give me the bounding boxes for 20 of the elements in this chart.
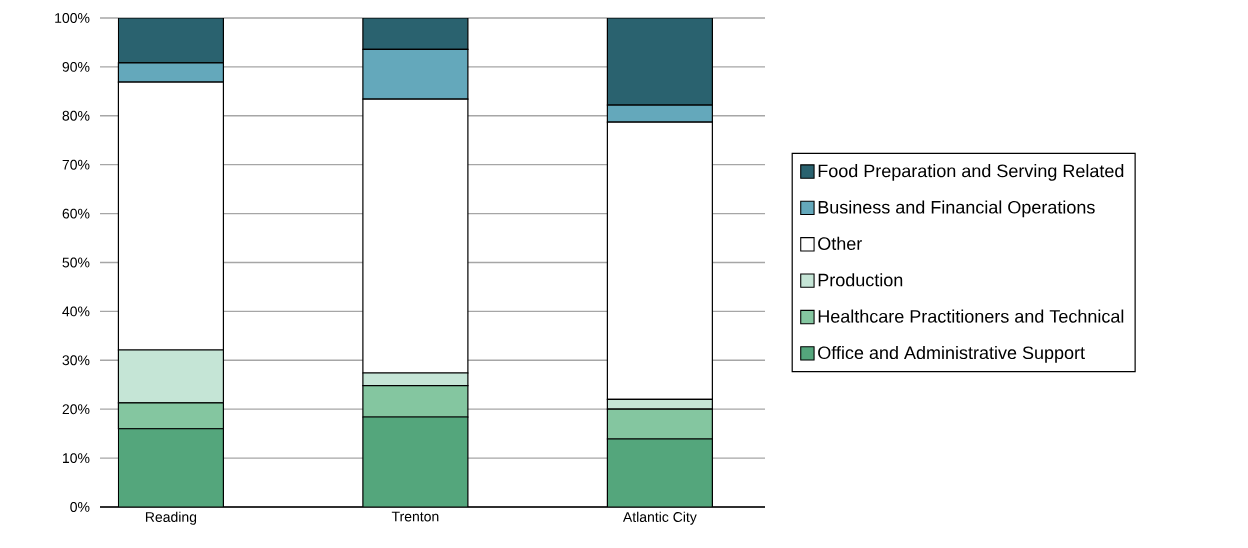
y-tick-label: 100% bbox=[55, 13, 90, 23]
legend-label: Office and Administrative Support bbox=[818, 345, 1085, 363]
y-tick-label: 50% bbox=[62, 257, 90, 268]
y-tick-label: 20% bbox=[62, 404, 90, 415]
legend-label: Production bbox=[818, 273, 903, 287]
y-tick-label: 40% bbox=[62, 306, 90, 317]
legend-label: Healthcare Practitioners and Technical bbox=[818, 309, 1124, 323]
legend-label: Other bbox=[818, 236, 862, 250]
y-tick-label: 60% bbox=[62, 208, 90, 219]
x-tick-label: Trenton bbox=[391, 511, 439, 522]
y-tick-label: 10% bbox=[63, 453, 90, 464]
y-tick-label: 90% bbox=[62, 61, 90, 72]
legend-label: Food Preparation and Serving Related bbox=[818, 164, 1124, 181]
y-tick-label: 0% bbox=[70, 502, 90, 512]
y-tick-label: 80% bbox=[62, 110, 90, 121]
y-tick-label: 30% bbox=[62, 355, 90, 366]
legend-label: Business and Financial Operations bbox=[818, 200, 1095, 218]
y-tick-label: 70% bbox=[62, 159, 90, 170]
x-tick-label: Atlantic City bbox=[622, 511, 697, 525]
x-tick-label: Reading bbox=[145, 511, 197, 525]
